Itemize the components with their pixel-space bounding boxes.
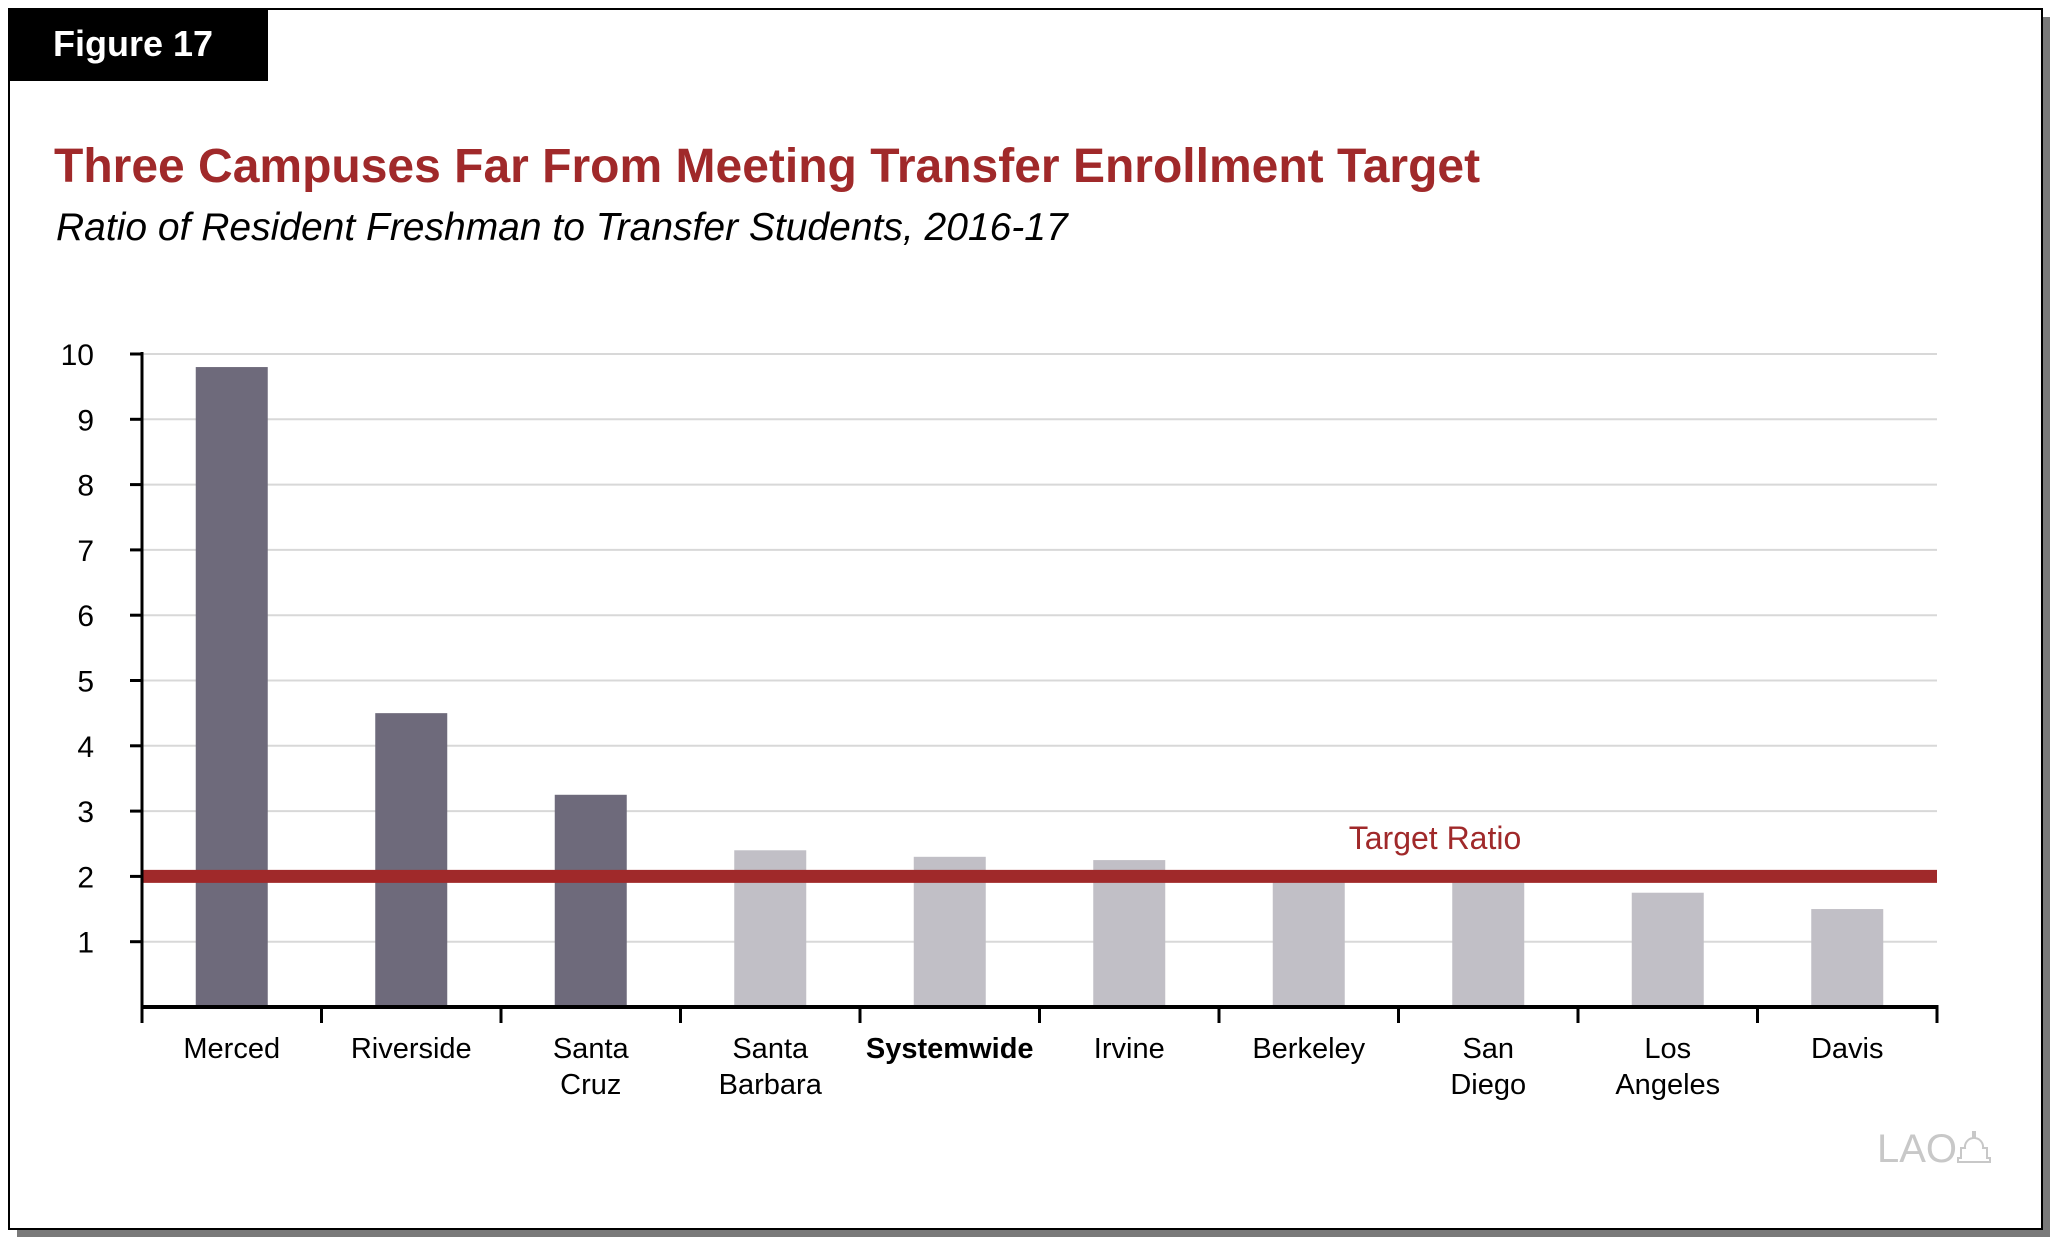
x-tick-label: Diego — [1450, 1069, 1526, 1101]
x-tick-label: Riverside — [351, 1033, 472, 1065]
x-tick-label: Barbara — [719, 1069, 823, 1101]
bar — [1272, 879, 1345, 1007]
bar — [1452, 879, 1525, 1007]
x-tick-label: Berkeley — [1252, 1033, 1365, 1065]
figure-label: Figure 17 — [53, 23, 213, 64]
y-tick-label: 7 — [77, 535, 94, 568]
x-tick-label: Irvine — [1094, 1033, 1165, 1065]
y-tick-label: 8 — [77, 470, 94, 503]
x-tick-label: Los — [1644, 1033, 1691, 1065]
y-tick-label: 4 — [77, 731, 94, 764]
y-tick-label: 3 — [77, 796, 94, 829]
x-tick-label: Cruz — [560, 1069, 621, 1101]
y-tick-label: 2 — [77, 861, 94, 894]
bar — [1631, 892, 1704, 1007]
figure-frame — [8, 8, 2043, 1230]
chart-subtitle: Ratio of Resident Freshman to Transfer S… — [56, 206, 1069, 249]
axes — [130, 352, 1939, 1023]
target-ratio-label: Target Ratio — [1349, 820, 1522, 856]
bar — [195, 367, 268, 1007]
bar — [1811, 909, 1884, 1007]
x-tick-label: Davis — [1811, 1033, 1884, 1065]
target-line-group: Target Ratio — [142, 820, 1937, 883]
x-tick-labels: Merced Riverside Santa Cruz Santa Barbara Syst… — [183, 1033, 1883, 1101]
x-tick-label: San — [1462, 1033, 1514, 1065]
y-tick-label: 9 — [77, 404, 94, 437]
bar — [375, 713, 448, 1007]
y-tick-label: 5 — [77, 666, 94, 699]
x-tick-label: Santa — [553, 1033, 630, 1065]
x-tick-label: Angeles — [1615, 1069, 1720, 1101]
x-tick-label: Systemwide — [866, 1033, 1034, 1065]
y-tick-label: 10 — [61, 339, 94, 372]
lao-logo: LAO — [1877, 1127, 1957, 1171]
capitol-dome-icon — [1957, 1131, 1991, 1163]
y-tick-label: 1 — [77, 927, 94, 960]
x-tick-label: Santa — [732, 1033, 809, 1065]
bar — [1093, 860, 1166, 1007]
y-tick-labels: 1 2 3 4 5 6 7 8 9 10 — [61, 339, 94, 960]
y-tick-label: 6 — [77, 600, 94, 633]
figure-tab — [9, 9, 268, 81]
chart-title: Three Campuses Far From Meeting Transfer… — [54, 140, 1480, 193]
x-tick-label: Merced — [183, 1033, 280, 1065]
bar — [554, 794, 627, 1007]
bars — [195, 367, 1884, 1007]
